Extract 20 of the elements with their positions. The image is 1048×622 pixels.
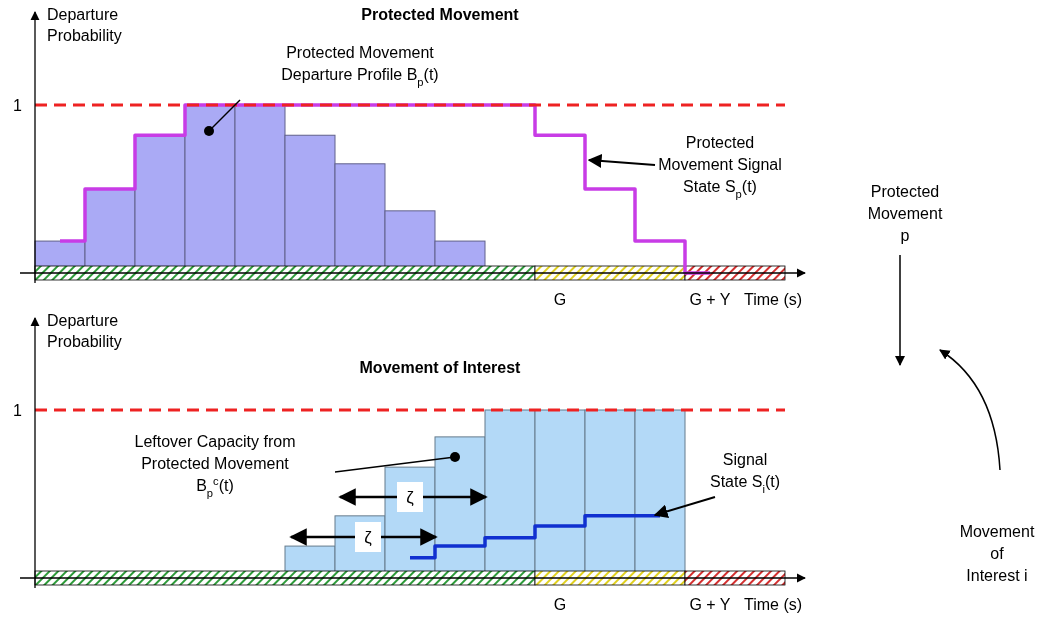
x-tick-label: G + Y (689, 291, 731, 308)
x-tick-label: G + Y (689, 596, 731, 613)
x-tick-label: G (553, 596, 567, 613)
ref-line-label: 1 (13, 402, 23, 419)
chart-title: Movement of Interest (359, 359, 522, 376)
text: Protected Movement Departure Profile B$_{p}$(t) (281, 44, 439, 88)
annotation: Leftover Capacity from Protected Movement B$_{p}$$^{c}$(t) (134, 433, 296, 499)
chart-title: Protected Movement (361, 6, 520, 23)
x-axis-title: Time (s) (743, 291, 803, 308)
annotation: Protected Movement Signal State S$_{p}$(t) (658, 134, 782, 200)
text: Protected Movement p (867, 183, 943, 244)
annotation: ζ (364, 528, 373, 547)
ref-line-label: 1 (13, 97, 23, 114)
text: Movement of Interest i (959, 523, 1035, 584)
y-axis-title: Departure Probability (47, 312, 122, 350)
annotation: Signal State S$_{i}$(t) (709, 451, 781, 495)
y-axis-title: Departure Probability (47, 6, 122, 44)
x-axis-title: Time (s) (743, 596, 803, 613)
annotation: ζ (406, 488, 415, 507)
x-tick-label: G (553, 291, 567, 308)
